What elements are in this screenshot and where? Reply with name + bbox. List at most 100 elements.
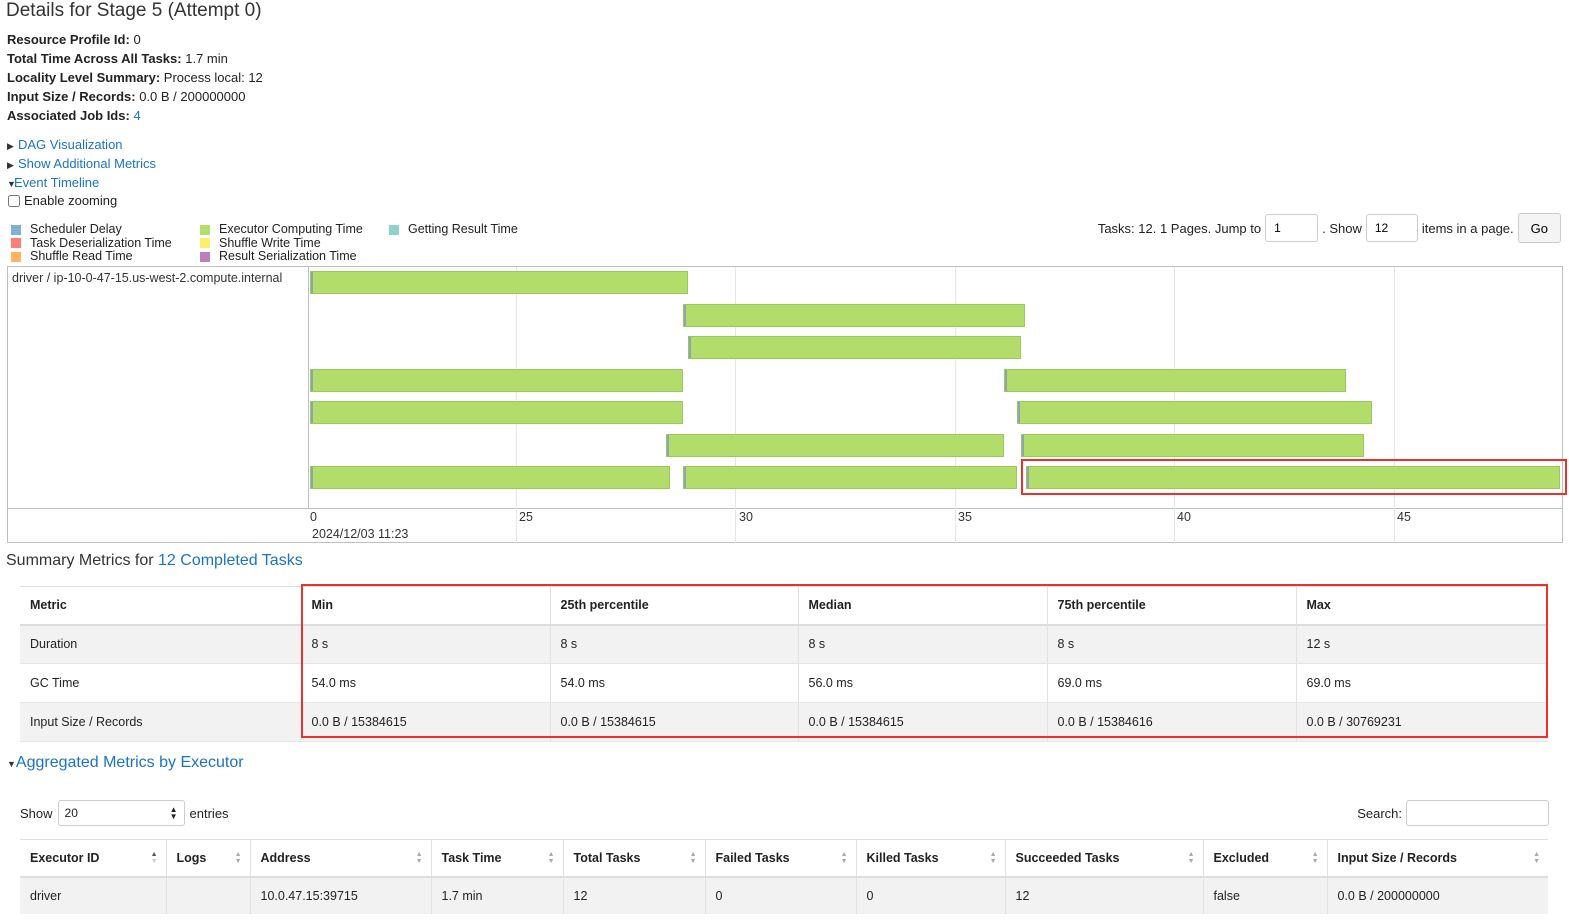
caret-down-icon: ▼ [7, 759, 16, 769]
table-cell: 8 s [549, 624, 798, 664]
task-bar[interactable] [1016, 401, 1373, 424]
legend-swatch [200, 238, 210, 249]
task-bar[interactable] [1021, 433, 1364, 457]
col-excluded[interactable]: Excluded ▲ ▼ [1202, 839, 1327, 878]
col-address[interactable]: Address ▲ ▼ [249, 839, 431, 878]
table-row: Duration 8 s 8 s 8 s 8 s 12 s [20, 624, 1548, 664]
grid-line [955, 267, 956, 543]
task-bar[interactable] [687, 336, 1022, 359]
table-cell: 8 s [300, 624, 550, 664]
sort-icon: ▲ ▼ [840, 851, 848, 865]
sort-asc-icon: ▲ ▼ [150, 851, 158, 865]
col-logs[interactable]: Logs ▲ ▼ [165, 839, 250, 878]
task-bar[interactable] [310, 466, 670, 489]
dag-visualization-toggle[interactable]: ▶ DAG Visualization [7, 136, 123, 154]
legend-item-scheduler-delay: Scheduler Delay [11, 222, 172, 237]
additional-metrics-toggle[interactable]: ▶ Show Additional Metrics [7, 155, 156, 173]
task-bar[interactable] [1003, 368, 1346, 392]
aggregated-metrics-toggle[interactable]: ▼Aggregated Metrics by Executor [7, 754, 244, 771]
sort-icon: ▲ ▼ [1187, 851, 1195, 865]
info-locality: Locality Level Summary: Process local: 1… [7, 70, 263, 85]
table-cell: 0.0 B / 15384615 [797, 702, 1047, 742]
task-bar[interactable] [683, 466, 1017, 489]
legend-col-3: Getting Result Time [389, 222, 518, 237]
task-bar[interactable] [1025, 466, 1560, 489]
legend-swatch [389, 224, 399, 235]
axis-tick: 25 [519, 510, 533, 524]
event-timeline-toggle[interactable]: ▼Event Timeline [7, 174, 99, 192]
axis-tick: 30 [739, 510, 753, 524]
table-cell: 54.0 ms [549, 663, 798, 703]
legend-swatch [11, 251, 21, 262]
legend-item-task-deserialization: Task Deserialization Time [11, 236, 172, 251]
axis-divider [8, 508, 1562, 509]
table-row: GC Time 54.0 ms 54.0 ms 56.0 ms 69.0 ms … [20, 663, 1548, 703]
entries-control: Show 20 ▲ ▼ entries [20, 800, 229, 826]
search-input[interactable] [1406, 800, 1549, 826]
table-cell: false [1202, 876, 1327, 914]
col-p25: 25th percentile [549, 586, 798, 626]
table-cell: driver [20, 876, 166, 914]
page-size-input[interactable] [1365, 214, 1418, 242]
enable-zooming[interactable]: Enable zooming [7, 193, 117, 208]
table-cell: 0.0 B / 30769231 [1295, 702, 1548, 742]
legend-col-2: Executor Computing Time Shuffle Write Ti… [200, 222, 363, 264]
legend-swatch [200, 224, 210, 235]
select-arrows-icon: ▲ ▼ [169, 805, 178, 821]
col-executor-id[interactable]: Executor ID ▲ ▼ [20, 839, 166, 878]
legend-item-shuffle-read: Shuffle Read Time [11, 249, 172, 264]
col-input-size-records[interactable]: Input Size / Records ▲ ▼ [1326, 839, 1548, 878]
task-bar[interactable] [310, 401, 684, 424]
table-cell: GC Time [20, 663, 301, 703]
task-bar[interactable] [310, 271, 688, 294]
sort-icon: ▲ ▼ [1311, 851, 1319, 865]
event-timeline[interactable]: driver / ip-10-0-47-15.us-west-2.compute… [7, 266, 1567, 543]
table-cell: 0.0 B / 15384615 [300, 702, 550, 742]
jump-to-page-input[interactable] [1265, 214, 1319, 242]
col-min: Min [300, 586, 550, 626]
col-max: Max [1295, 586, 1548, 626]
executor-label-column: driver / ip-10-0-47-15.us-west-2.compute… [8, 267, 309, 508]
summary-metrics-table: Metric Min 25th percentile Median 75th p… [20, 586, 1548, 742]
completed-tasks-link[interactable]: 12 Completed Tasks [158, 552, 303, 569]
summary-metrics-title: Summary Metrics for 12 Completed Tasks [6, 552, 303, 569]
info-job-ids: Associated Job Ids: 4 [7, 108, 141, 123]
executor-metrics-table: Executor ID ▲ ▼ Logs ▲ ▼ Address ▲ ▼ Task Time… [20, 839, 1548, 914]
enable-zooming-checkbox[interactable] [8, 194, 20, 207]
sort-icon: ▲ ▼ [547, 851, 555, 865]
table-cell: 0.0 B / 200000000 [1326, 876, 1548, 914]
sort-icon: ▲ ▼ [415, 851, 423, 865]
info-input-size: Input Size / Records: 0.0 B / 200000000 [7, 89, 246, 104]
legend-col-1: Scheduler Delay Task Deserialization Tim… [11, 222, 172, 264]
col-killed-tasks[interactable]: Killed Tasks ▲ ▼ [855, 839, 1005, 878]
go-button[interactable]: Go [1517, 213, 1561, 243]
table-header-row: Executor ID ▲ ▼ Logs ▲ ▼ Address ▲ ▼ Task Time… [20, 839, 1548, 878]
highlight-percentile-columns [301, 584, 1548, 738]
executor-label: driver / ip-10-0-47-15.us-west-2.compute… [12, 271, 283, 285]
job-id-link[interactable]: 4 [133, 108, 141, 123]
table-cell: 8 s [1046, 624, 1296, 664]
sort-icon: ▲ ▼ [989, 851, 997, 865]
col-total-tasks[interactable]: Total Tasks ▲ ▼ [562, 839, 705, 878]
grid-line [735, 267, 736, 543]
table-cell: 12 [562, 876, 705, 914]
task-bar[interactable] [310, 368, 684, 392]
task-bar[interactable] [683, 303, 1026, 327]
legend-swatch [11, 238, 21, 249]
table-cell: Input Size / Records [20, 702, 301, 742]
col-succeeded-tasks[interactable]: Succeeded Tasks ▲ ▼ [1004, 839, 1203, 878]
table-cell: 0 [855, 876, 1005, 914]
axis-tick: 35 [958, 510, 972, 524]
axis-tick: 45 [1397, 510, 1411, 524]
axis-tick: 40 [1177, 510, 1191, 524]
task-bar[interactable] [665, 433, 1004, 457]
entries-select[interactable]: 20 ▲ ▼ [57, 800, 185, 826]
stage-info-list: Resource Profile Id: 0 Total Time Across… [7, 30, 263, 125]
legend-swatch [11, 224, 21, 235]
col-failed-tasks[interactable]: Failed Tasks ▲ ▼ [704, 839, 856, 878]
legend-item-shuffle-write: Shuffle Write Time [200, 236, 363, 251]
axis-tick: 0 [310, 510, 317, 524]
table-row: Input Size / Records 0.0 B / 15384615 0.… [20, 702, 1548, 742]
col-task-time[interactable]: Task Time ▲ ▼ [430, 839, 563, 878]
col-median: Median [797, 586, 1047, 626]
